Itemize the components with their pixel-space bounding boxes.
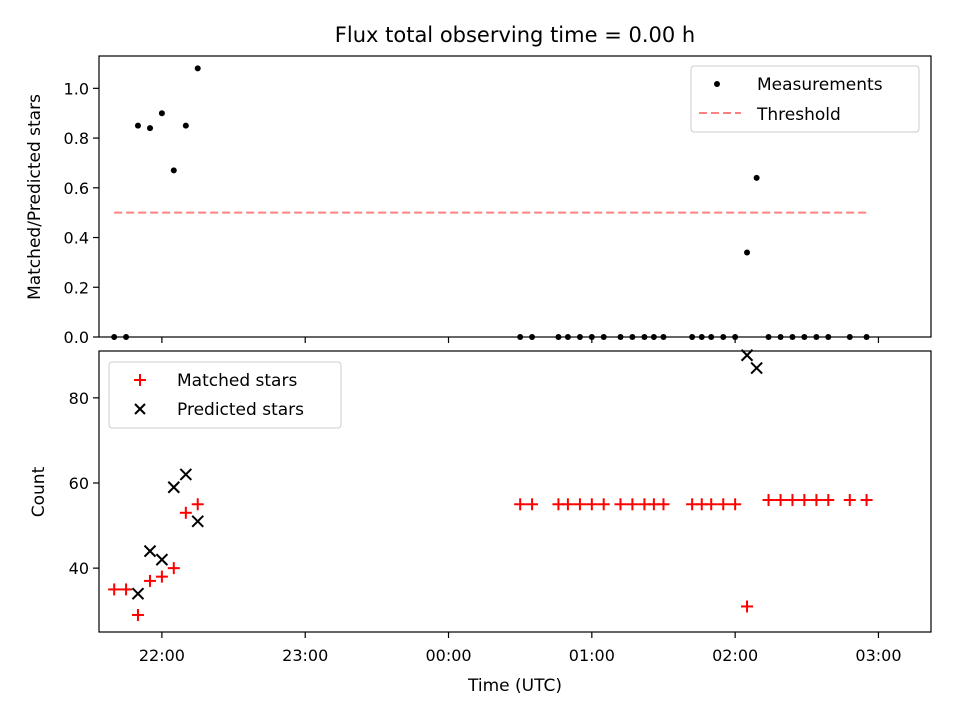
matched-star-point	[860, 494, 873, 507]
xtick-label-count: 22:00	[139, 646, 185, 665]
matched-star-point	[585, 498, 598, 511]
measurement-point	[194, 65, 201, 72]
predicted-x-b	[750, 361, 763, 375]
matched-star-point	[762, 494, 775, 507]
predicted-star-point	[191, 515, 204, 528]
ytick-label-ratio: 0.2	[64, 278, 89, 297]
ylabel-count: Count	[29, 466, 49, 517]
predicted-star-point	[143, 544, 157, 558]
predicted-star-point	[750, 361, 763, 375]
legend-matched-marker	[134, 374, 146, 386]
matched-star-point	[717, 498, 730, 511]
predicted-x-b	[131, 587, 145, 600]
ytick-label-count: 60	[69, 474, 89, 493]
predicted-x-b	[167, 481, 181, 494]
panel-count: Count 40 60 80 22:00 23:00 00:00 01:00 02:00 03:…	[29, 349, 932, 696]
predicted-star-point	[155, 553, 169, 566]
xtick-label-count: 03:00	[855, 646, 901, 665]
legend-count[interactable]: Matched stars Predicted stars	[108, 361, 342, 429]
measurement-point	[170, 167, 177, 174]
ytick-label-count: 40	[69, 559, 89, 578]
measurement-point	[147, 125, 154, 132]
plot-area-count: 40 60 80 22:00 23:00 00:00 01:00 02:00 03:00	[69, 349, 902, 665]
matched-star-point	[597, 498, 610, 511]
ytick-label-ratio: 0.0	[64, 328, 89, 347]
matched-star-point	[573, 498, 586, 511]
matched-star-point	[179, 506, 192, 519]
matched-star-point	[810, 494, 823, 507]
legend-frame	[690, 65, 920, 133]
predicted-star-point	[179, 468, 193, 481]
predicted-x-b	[179, 468, 193, 481]
matched-star-point	[774, 494, 787, 507]
ytick-label-count: 80	[69, 389, 89, 408]
measurement-point	[182, 122, 189, 129]
predicted-star-point	[131, 587, 145, 600]
matched-star-point	[729, 498, 742, 511]
xtick-label-count: 23:00	[282, 646, 328, 665]
xtick-label-count: 00:00	[425, 646, 471, 665]
xlabel-count: Time (UTC)	[467, 676, 562, 696]
matched-star-point	[705, 498, 718, 511]
legend-threshold-label: Threshold	[756, 105, 841, 125]
measurement-point	[158, 110, 165, 117]
matched-star-point	[561, 498, 574, 511]
matched-star-point	[526, 498, 539, 511]
ylabel-ratio: Matched/Predicted stars	[25, 94, 45, 300]
matched-star-point	[131, 608, 144, 621]
matched-star-point	[614, 498, 627, 511]
matched-star-point	[741, 600, 754, 613]
legend-measurements-label: Measurements	[757, 75, 883, 95]
frame-count	[98, 350, 932, 633]
ytick-label-ratio: 0.4	[64, 229, 89, 248]
legend-matched-label: Matched stars	[177, 371, 297, 391]
ytick-label-ratio: 1.0	[64, 79, 89, 98]
chart-title: Flux total observing time = 0.00 h	[335, 23, 695, 47]
matched-star-point	[626, 498, 639, 511]
measurement-point	[744, 249, 751, 256]
matched-star-point	[822, 494, 835, 507]
plot-area-ratio: 0.0 0.2 0.4 0.6 0.8 1.0	[64, 65, 880, 347]
matched-star-point	[798, 494, 811, 507]
matched-star-point	[786, 494, 799, 507]
measurement-point	[134, 122, 141, 129]
matched-star-point	[843, 494, 856, 507]
panel-ratio: Matched/Predicted stars 0.0 0.2 0.4 0.6 0.8 1…	[25, 55, 932, 347]
matched-star-point	[144, 574, 157, 587]
frame-ratio	[98, 55, 932, 338]
matched-star-point	[514, 498, 527, 511]
xtick-label-count: 02:00	[712, 646, 758, 665]
predicted-x-b	[191, 515, 204, 528]
matched-star-point	[191, 498, 204, 511]
predicted-star-point	[167, 481, 181, 494]
legend-predicted-marker	[134, 403, 146, 415]
legend-frame	[108, 361, 342, 429]
ytick-label-ratio: 0.8	[64, 129, 89, 148]
ytick-label-ratio: 0.6	[64, 179, 89, 198]
legend-predicted-label: Predicted stars	[177, 400, 304, 420]
predicted-x-b	[155, 553, 169, 566]
predicted-x-b	[143, 544, 157, 558]
matched-star-point	[657, 498, 670, 511]
matched-star-point	[108, 583, 121, 596]
legend-measurements-marker	[714, 81, 720, 87]
measurement-point	[753, 174, 760, 181]
matched-star-point	[167, 562, 180, 575]
legend-ratio[interactable]: Measurements Threshold	[690, 65, 920, 133]
xtick-label-count: 01:00	[569, 646, 615, 665]
matched-star-point	[155, 570, 168, 583]
matched-star-point	[120, 583, 133, 596]
